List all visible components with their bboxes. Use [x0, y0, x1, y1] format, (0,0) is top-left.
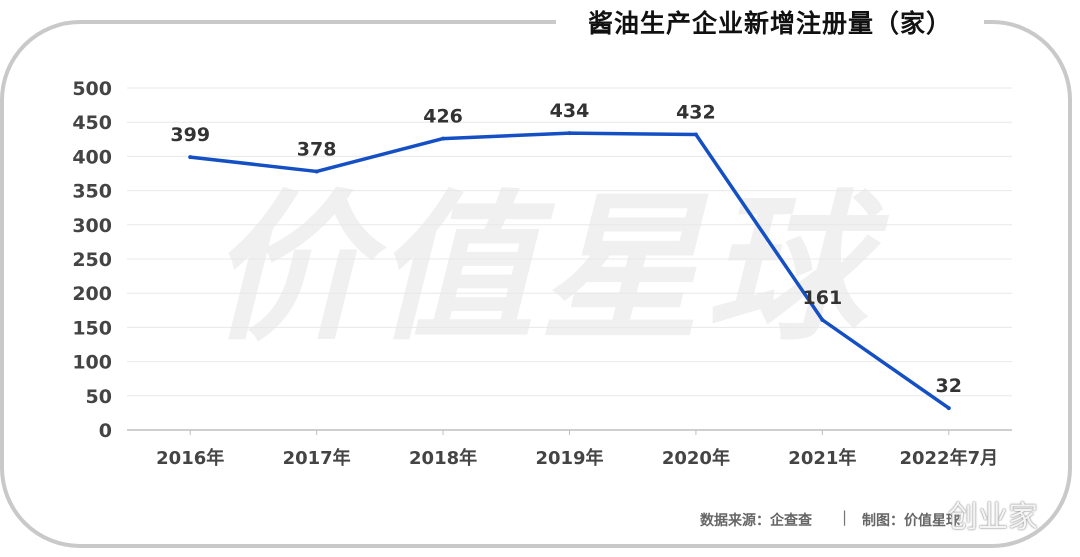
- data-label: 432: [676, 102, 716, 124]
- y-tick-label: 150: [72, 317, 112, 339]
- y-tick-label: 50: [86, 386, 112, 408]
- x-tick-label: 2017年: [283, 447, 351, 469]
- y-tick-label: 0: [99, 420, 112, 442]
- data-point: [820, 317, 825, 322]
- data-point: [946, 406, 951, 411]
- y-tick-label: 300: [72, 215, 112, 237]
- y-tick-label: 400: [72, 146, 112, 168]
- data-point: [693, 132, 698, 137]
- x-tick-label: 2019年: [535, 447, 603, 469]
- data-label: 32: [936, 375, 962, 397]
- y-tick-label: 350: [72, 181, 112, 203]
- data-label: 426: [423, 106, 463, 128]
- y-tick-label: 450: [72, 112, 112, 134]
- y-tick-label: 250: [72, 249, 112, 271]
- y-tick-label: 200: [72, 283, 112, 305]
- data-source-note: 数据来源：企查查: [700, 513, 812, 529]
- y-tick-label: 100: [72, 352, 112, 374]
- x-tick-label: 2020年: [662, 447, 730, 469]
- chart-title: 酱油生产企业新增注册量（家）: [587, 9, 952, 38]
- series-line: [188, 131, 951, 410]
- watermark-text: 价值星球: [207, 175, 872, 362]
- chart-frame: [0, 20, 1072, 548]
- x-tick-label: 2018年: [409, 447, 477, 469]
- x-tick-label: 2016年: [156, 447, 224, 469]
- x-tick-label: 2021年: [788, 447, 856, 469]
- footer-separator: |: [842, 508, 848, 526]
- data-point: [188, 155, 193, 160]
- y-tick-label: 500: [72, 78, 112, 100]
- data-point: [314, 169, 319, 174]
- data-label: 434: [550, 100, 590, 122]
- data-point: [441, 136, 446, 141]
- data-point: [567, 131, 572, 136]
- chart-credit-note: 制图：价值星球: [862, 513, 960, 529]
- corner-watermark: 创业家: [948, 500, 1038, 535]
- data-label: 399: [170, 124, 210, 146]
- data-label: 161: [803, 287, 843, 309]
- data-label: 378: [297, 138, 337, 160]
- title-box: 酱油生产企业新增注册量（家）: [556, 0, 984, 44]
- x-tick-label: 2022年7月: [899, 447, 998, 469]
